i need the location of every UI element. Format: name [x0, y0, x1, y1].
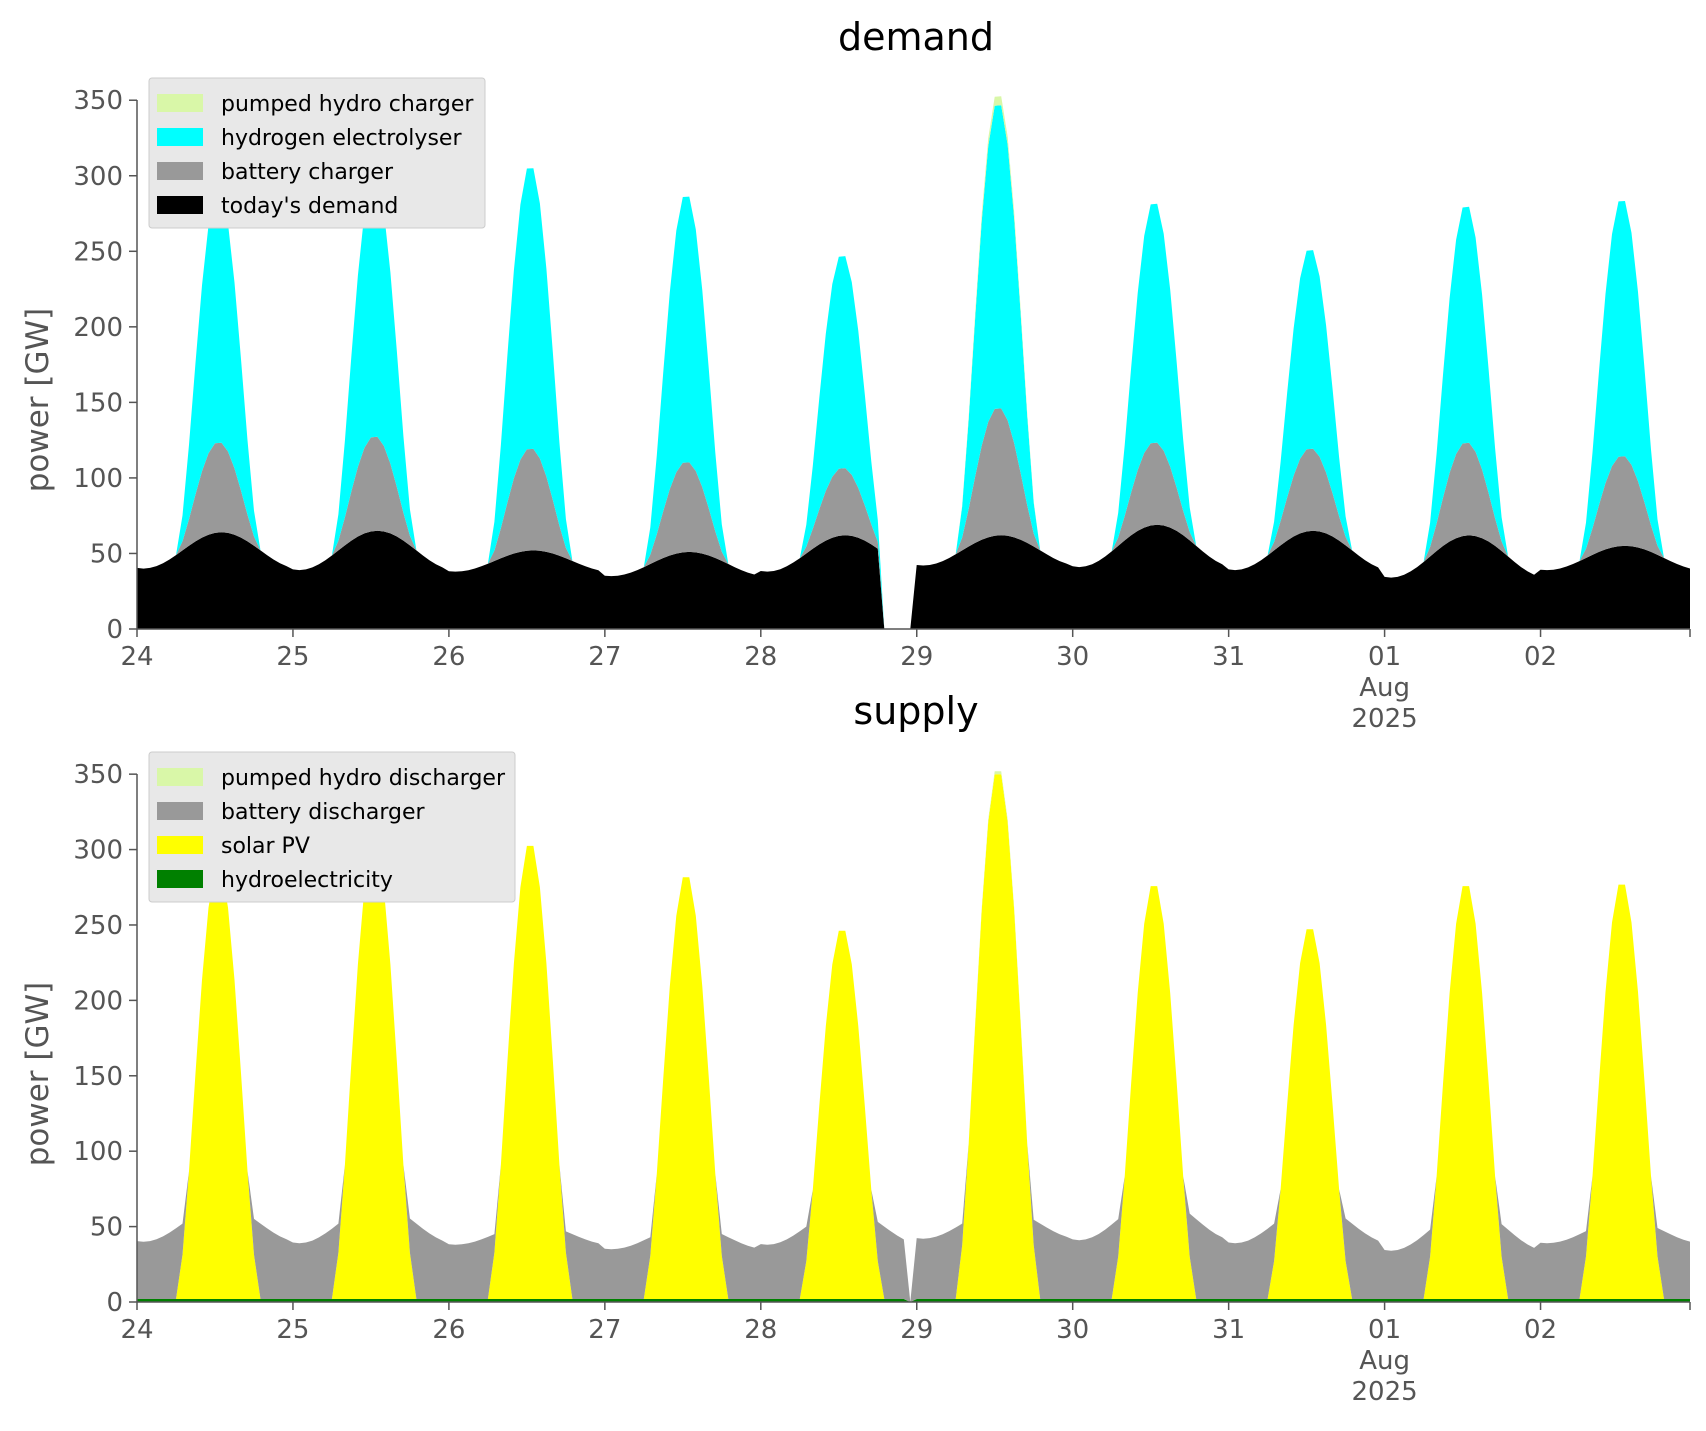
y-tick-label: 50	[90, 539, 123, 569]
y-tick-label: 350	[73, 760, 123, 790]
y-tick-label: 0	[106, 1288, 123, 1318]
y-tick-label: 250	[73, 237, 123, 267]
area-today-s-demand	[137, 524, 1690, 629]
area-battery-discharger	[137, 774, 1690, 1302]
supply-legend: pumped hydro discharger battery discharge…	[148, 751, 516, 903]
x-tick-label: 01	[1368, 642, 1401, 672]
legend-label-battery-discharger: battery discharger	[221, 800, 426, 825]
legend-swatch-battery-charger	[157, 162, 203, 180]
x-tick-label: 30	[1056, 1315, 1089, 1345]
legend-swatch-hydroelectricity	[157, 870, 203, 888]
x-tick-label: 29	[900, 642, 933, 672]
area-battery-charger	[137, 408, 1690, 629]
area-hydrogen-electrolyser	[137, 105, 1690, 630]
x-tick-label: 25	[276, 642, 309, 672]
x-tick-label: 02	[1524, 1315, 1557, 1345]
x-tick-label: 24	[120, 1315, 153, 1345]
demand-panel: demand power [GW] 0 50 100 150 200 250 300 350 2…	[20, 15, 1691, 734]
legend-label-hydrogen-electrolyser: hydrogen electrolyser	[221, 126, 462, 151]
x-tick-label: 01	[1368, 1315, 1401, 1345]
x-tick-label: 27	[588, 642, 621, 672]
legend-label-solar-pv: solar PV	[221, 834, 310, 859]
supply-y-axis-label: power [GW]	[20, 982, 56, 1167]
demand-title: demand	[838, 15, 994, 59]
x-tick-label: 31	[1212, 642, 1245, 672]
legend-label-today-s-demand: today's demand	[221, 194, 398, 219]
y-tick-label: 200	[73, 313, 123, 343]
x-tick-month-label: Aug	[1359, 1346, 1410, 1376]
supply-axes: 0 50 100 150 200 250 300 350 24 25 26 27 28 29 30 31 01A…	[73, 760, 1691, 1407]
legend-swatch-solar-pv	[157, 836, 203, 854]
y-tick-label: 100	[73, 1137, 123, 1167]
legend-swatch-pumped-hydro-charger	[157, 94, 203, 112]
y-tick-label: 100	[73, 464, 123, 494]
legend-label-pumped-hydro-charger: pumped hydro charger	[221, 92, 474, 117]
x-tick-label: 29	[900, 1315, 933, 1345]
supply-panel: supply power [GW] 0 50 100 150 200 250 300 350 2…	[20, 689, 1691, 1407]
x-tick-label: 26	[432, 642, 465, 672]
legend-box	[148, 77, 486, 229]
x-tick-label: 02	[1524, 642, 1557, 672]
y-tick-label: 150	[73, 1062, 123, 1092]
area-solar-pv	[137, 774, 1690, 1302]
x-tick-label: 27	[588, 1315, 621, 1345]
x-tick-month-label: Aug	[1359, 673, 1410, 703]
supply-title: supply	[853, 689, 978, 733]
y-tick-label: 150	[73, 388, 123, 418]
legend-swatch-battery-discharger	[157, 802, 203, 820]
x-tick-label: 31	[1212, 1315, 1245, 1345]
legend-swatch-pumped-hydro-discharger	[157, 768, 203, 786]
x-tick-label: 28	[744, 1315, 777, 1345]
y-tick-label: 250	[73, 911, 123, 941]
y-tick-label: 350	[73, 86, 123, 116]
x-tick-label: 25	[276, 1315, 309, 1345]
x-tick-year-label: 2025	[1352, 1377, 1418, 1407]
legend-label-hydroelectricity: hydroelectricity	[221, 868, 393, 893]
y-tick-label: 300	[73, 162, 123, 192]
x-tick-label: 28	[744, 642, 777, 672]
legend-swatch-today-s-demand	[157, 196, 203, 214]
y-tick-label: 50	[90, 1213, 123, 1243]
x-tick-label: 26	[432, 1315, 465, 1345]
x-tick-label: 30	[1056, 642, 1089, 672]
demand-area-layers	[137, 96, 1690, 630]
legend-box	[148, 751, 516, 903]
x-tick-year-label: 2025	[1352, 704, 1418, 734]
demand-y-axis-label: power [GW]	[20, 308, 56, 493]
legend-label-battery-charger: battery charger	[221, 160, 394, 185]
y-tick-label: 200	[73, 986, 123, 1016]
y-tick-label: 300	[73, 836, 123, 866]
x-tick-label: 24	[120, 642, 153, 672]
y-tick-label: 0	[106, 615, 123, 645]
demand-legend: pumped hydro charger hydrogen electrolyse…	[148, 77, 486, 229]
demand-axes: 0 50 100 150 200 250 300 350 24 25 26 27 28 29 30 31 01A…	[73, 86, 1691, 734]
legend-swatch-hydrogen-electrolyser	[157, 128, 203, 146]
legend-label-pumped-hydro-discharger: pumped hydro discharger	[221, 766, 506, 791]
